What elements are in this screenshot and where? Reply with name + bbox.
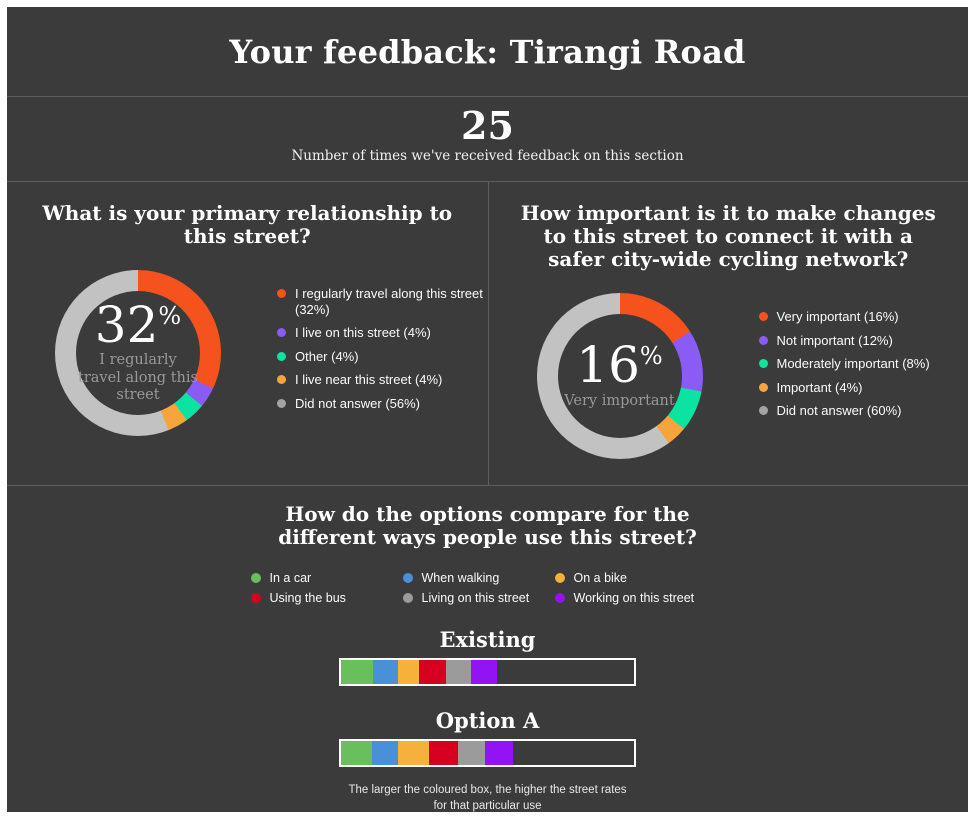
legend-dot <box>758 312 768 321</box>
bar-segment <box>457 741 485 765</box>
donut-center-relationship: 32% I regularly travel along this street <box>76 291 200 415</box>
chart-title-importance: How important is it to make changes to t… <box>520 201 936 271</box>
donut-chart-relationship: 32% I regularly travel along this street <box>55 270 221 436</box>
legend-label: When walking <box>421 571 500 585</box>
legend-label: Did not answer (60%) <box>776 403 902 419</box>
bar-heading-option-a: Option A <box>435 708 540 733</box>
legend-dot <box>250 573 261 583</box>
legend-dot <box>758 382 768 392</box>
bar-segment <box>446 660 471 684</box>
legend-item: Working on this street <box>554 591 725 605</box>
bar-segment <box>371 741 399 765</box>
options-comparison-section: How do the options compare for the diffe… <box>7 486 968 814</box>
feedback-count: 25 <box>461 103 514 148</box>
chart-body-relationship: 32% I regularly travel along this street… <box>7 270 488 436</box>
legend-dot <box>277 375 286 385</box>
legend-label: Did not answer (56%) <box>295 395 420 411</box>
bar-heading-existing: Existing <box>439 627 536 652</box>
legend-dot <box>554 573 565 583</box>
bar-segment <box>398 741 430 765</box>
comparison-footnote: The larger the coloured box, the higher … <box>348 784 627 813</box>
stacked-bar-existing <box>339 658 636 686</box>
chart-panel-relationship: What is your primary relationship to thi… <box>7 182 488 485</box>
legend-dot <box>402 573 413 583</box>
legend-label: On a bike <box>573 571 628 585</box>
legend-dot <box>758 335 768 345</box>
legend-label: In a car <box>269 571 312 585</box>
percent-sign: % <box>639 342 663 371</box>
legend-item: In a car <box>250 571 403 585</box>
comparison-legend: In a car When walking On a bike Using th… <box>7 571 968 605</box>
donut-chart-importance: 16% Very important <box>536 293 703 459</box>
legend-item: Did not answer (56%) <box>277 396 483 412</box>
legend-dot <box>758 359 768 369</box>
legend-label: I regularly travel along this street (32… <box>295 286 483 317</box>
legend-item: Using the bus <box>250 591 403 605</box>
legend-dot <box>277 328 286 338</box>
donut-charts-row: What is your primary relationship to thi… <box>7 182 968 486</box>
donut-center-value: 32% <box>94 295 182 354</box>
legend-dot <box>277 289 286 298</box>
stacked-bar-option-a <box>339 739 636 767</box>
legend-item: I live on this street (4%) <box>277 325 483 341</box>
bar-segment <box>470 660 498 684</box>
bar-segment <box>341 660 373 684</box>
legend-item: Did not answer (60%) <box>758 403 930 419</box>
legend-label: Using the bus <box>269 591 346 605</box>
legend-dot <box>277 398 286 408</box>
stat-section: 25 Number of times we've received feedba… <box>7 97 968 182</box>
page-title: Your feedback: Tirangi Road <box>229 32 746 71</box>
donut-center-importance: 16% Very important <box>557 314 682 438</box>
bar-segment <box>484 741 513 765</box>
legend-importance: Very important (16%) Not important (12%)… <box>758 309 930 459</box>
donut-center-label: I regularly travel along this street <box>78 352 198 403</box>
legend-dot <box>402 593 413 603</box>
legend-label: Important (4%) <box>776 379 863 395</box>
bar-segment <box>372 660 398 684</box>
legend-dot <box>554 593 565 603</box>
chart-body-importance: 16% Very important Very important (16%) … <box>489 293 969 459</box>
comparison-title: How do the options compare for the diffe… <box>278 502 697 549</box>
legend-label: I live near this street (4%) <box>295 372 443 388</box>
percent-sign: % <box>158 301 182 330</box>
legend-item: I regularly travel along this street (32… <box>277 286 483 317</box>
bar-segment <box>341 741 372 765</box>
legend-label: Living on this street <box>421 591 530 605</box>
legend-item: Important (4%) <box>758 379 930 396</box>
legend-item: Living on this street <box>402 591 555 605</box>
legend-dot <box>277 351 286 361</box>
chart-panel-importance: How important is it to make changes to t… <box>487 182 969 485</box>
legend-item: Moderately important (8%) <box>758 356 930 372</box>
legend-dot <box>250 593 261 603</box>
legend-label: Very important (16%) <box>776 309 899 324</box>
legend-label: Other (4%) <box>295 348 359 364</box>
legend-item: Other (4%) <box>277 349 483 365</box>
feedback-count-label: Number of times we've received feedback … <box>291 147 684 164</box>
legend-item: Not important (12%) <box>758 332 930 349</box>
legend-item: Very important (16%) <box>758 309 930 325</box>
legend-item: When walking <box>402 571 555 585</box>
legend-item: I live near this street (4%) <box>277 372 483 388</box>
donut-center-value: 16% <box>576 336 663 395</box>
legend-relationship: I regularly travel along this street (32… <box>277 286 483 436</box>
legend-dot <box>758 406 768 416</box>
feedback-dashboard-panel: Your feedback: Tirangi Road 25 Number of… <box>7 7 968 812</box>
donut-center-label: Very important <box>564 392 675 409</box>
legend-label: Working on this street <box>573 591 695 605</box>
chart-title-relationship: What is your primary relationship to thi… <box>42 201 453 248</box>
legend-label: Moderately important (8%) <box>776 356 930 372</box>
bar-segment <box>419 660 447 684</box>
header-section: Your feedback: Tirangi Road <box>7 7 968 97</box>
legend-item: On a bike <box>554 571 725 585</box>
bar-segment <box>397 660 420 684</box>
legend-label: I live on this street (4%) <box>295 325 431 341</box>
bar-segment <box>429 741 458 765</box>
legend-label: Not important (12%) <box>776 332 893 348</box>
